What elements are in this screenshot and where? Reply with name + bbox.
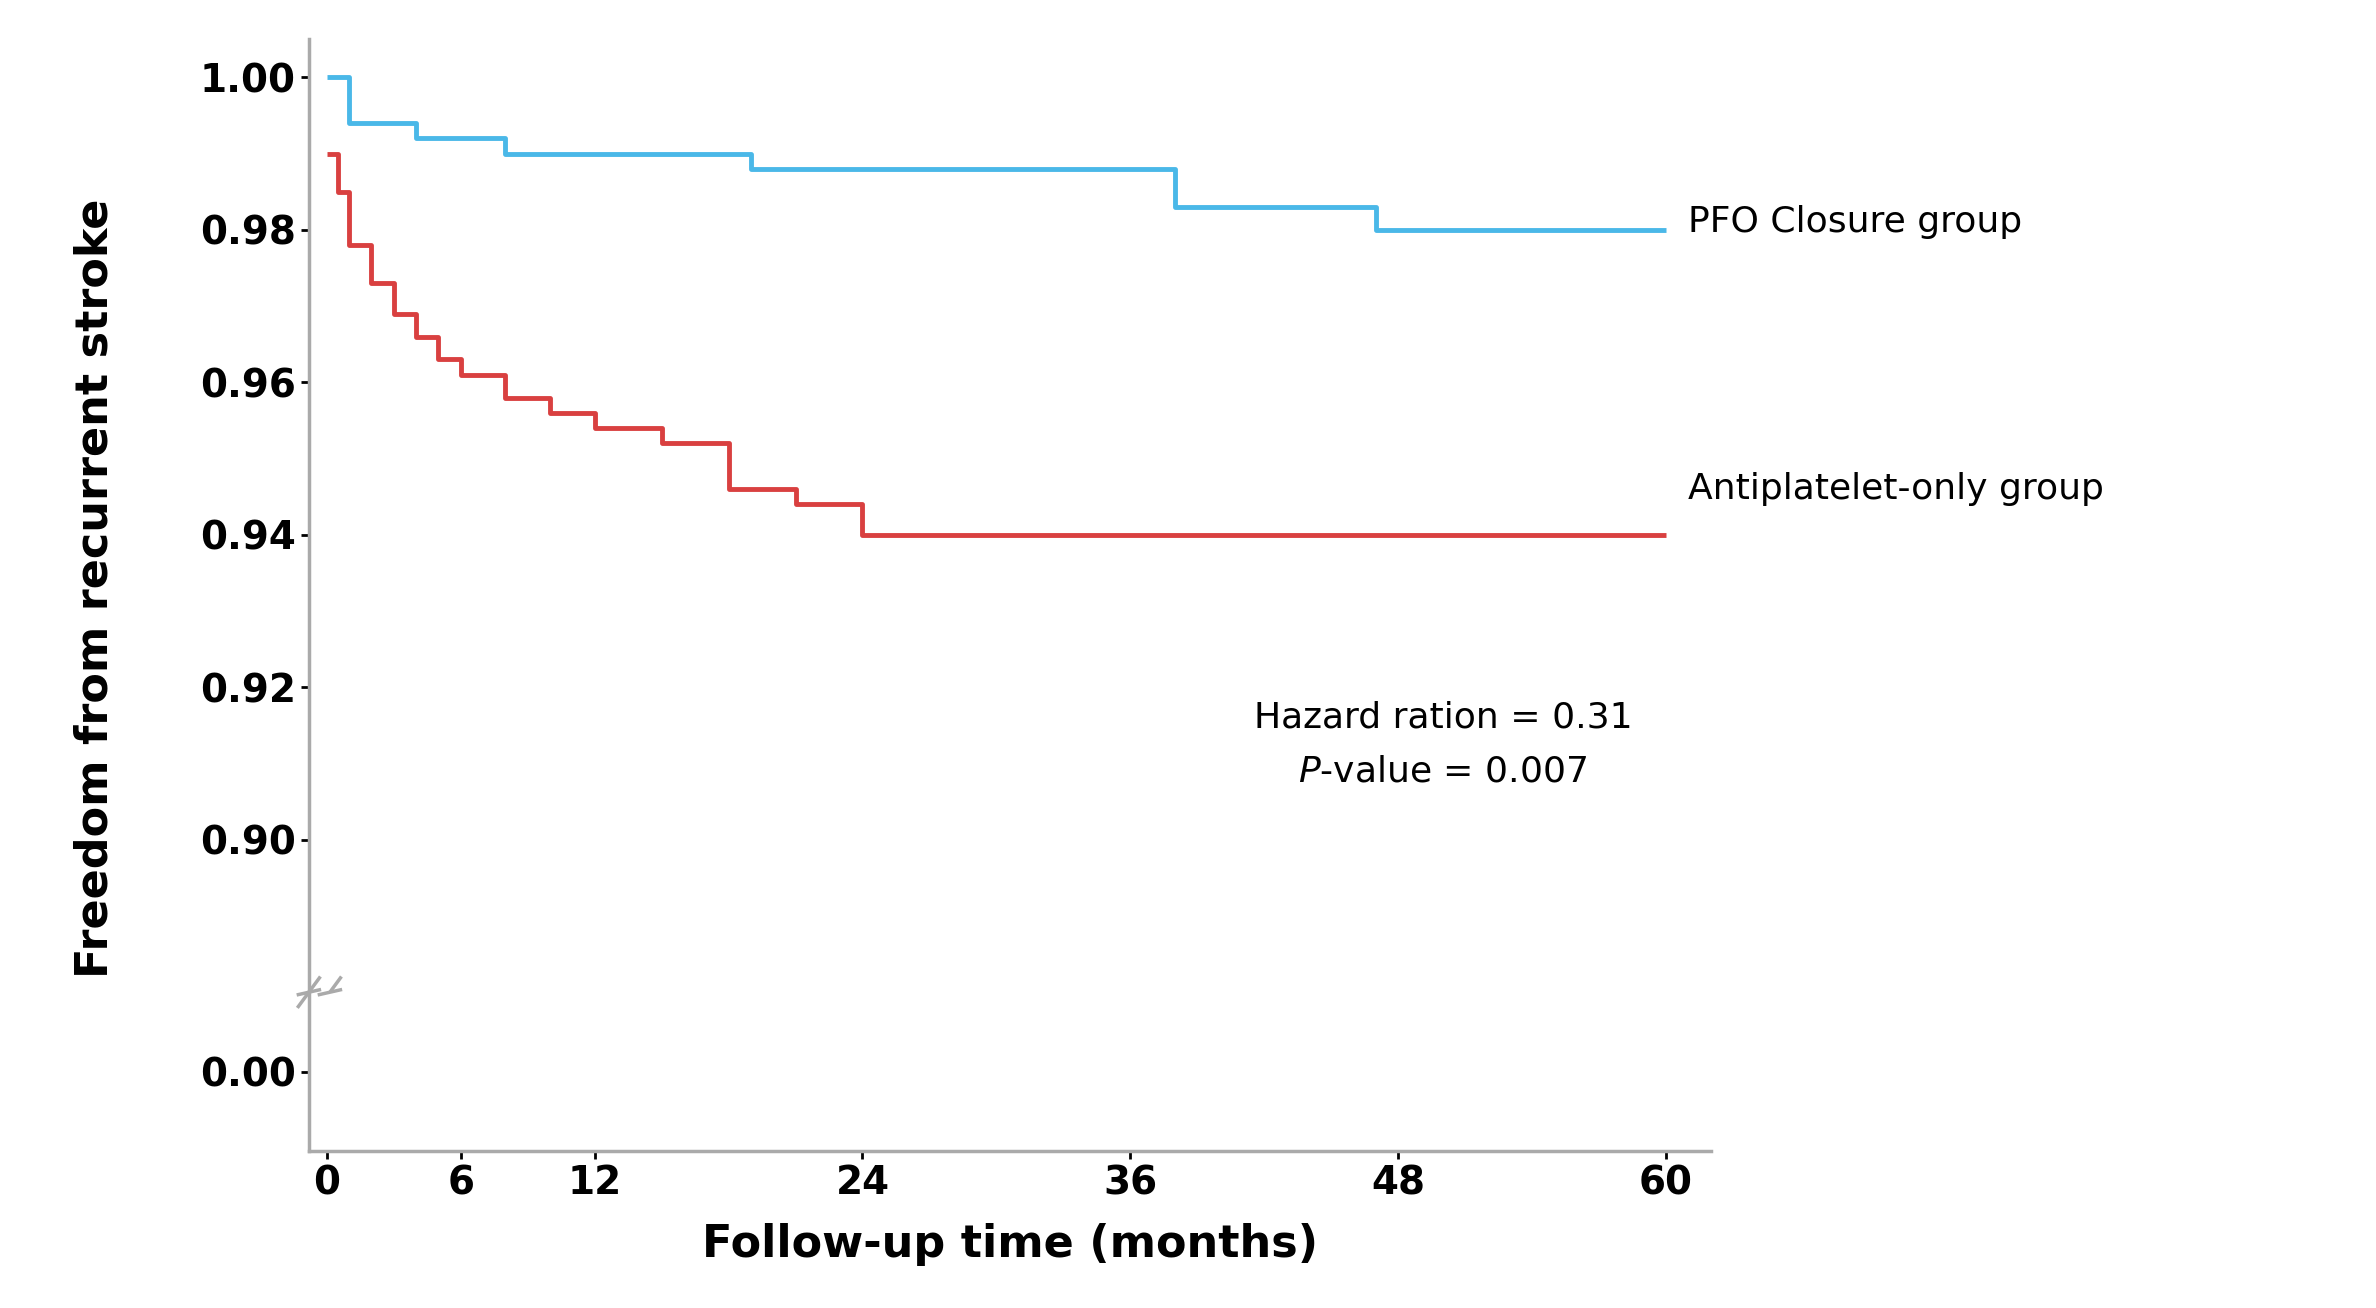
Text: PFO Closure group: PFO Closure group xyxy=(1689,205,2022,239)
Text: $\mathit{P}$-value = 0.007: $\mathit{P}$-value = 0.007 xyxy=(1297,755,1587,789)
Text: Hazard ration = 0.31: Hazard ration = 0.31 xyxy=(1255,701,1632,735)
X-axis label: Follow-up time (months): Follow-up time (months) xyxy=(701,1223,1319,1266)
Text: Freedom from recurrent stroke: Freedom from recurrent stroke xyxy=(74,199,116,978)
Text: Antiplatelet-only group: Antiplatelet-only group xyxy=(1689,472,2105,506)
